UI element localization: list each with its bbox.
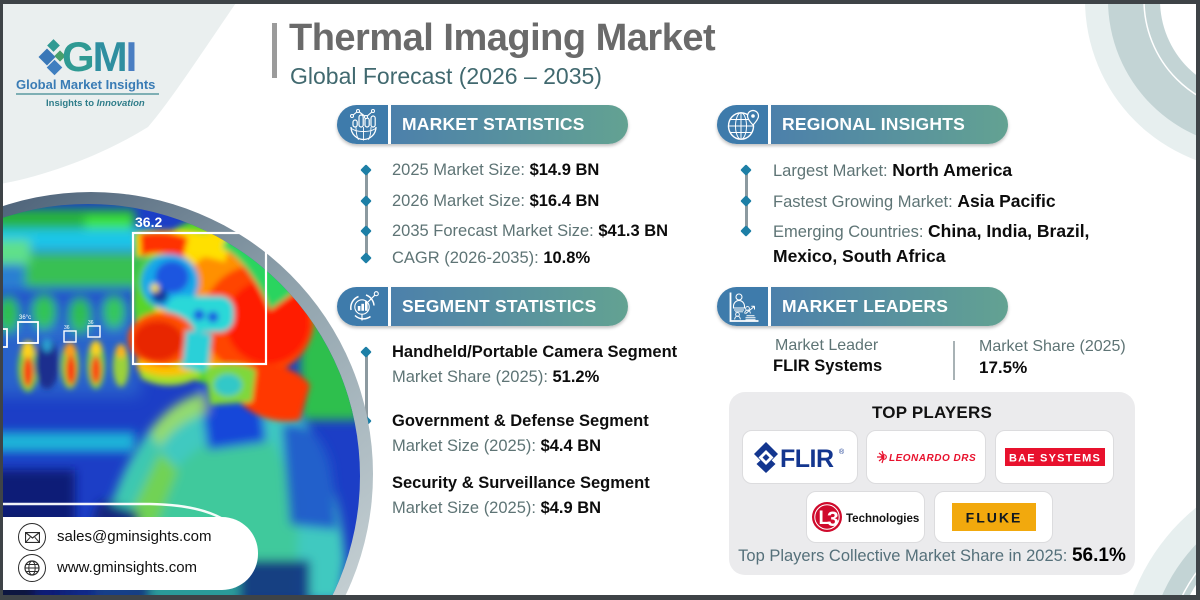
svg-text:L: L — [818, 508, 830, 529]
svg-text:BAE SYSTEMS: BAE SYSTEMS — [1008, 453, 1100, 465]
svg-text:GMI: GMI — [62, 33, 135, 80]
svg-text:36°c: 36°c — [19, 315, 31, 321]
svg-text:36: 36 — [64, 325, 70, 331]
svg-text:FLIR: FLIR — [780, 445, 834, 473]
svg-text:36: 36 — [88, 320, 94, 326]
svg-text:LEONARDO DRS: LEONARDO DRS — [889, 453, 976, 464]
svg-text:Technologies: Technologies — [846, 513, 919, 525]
svg-text:Insights to Innovation: Insights to Innovation — [46, 98, 145, 109]
svg-text:®: ® — [839, 448, 845, 456]
svg-text:FLUKE: FLUKE — [965, 510, 1022, 526]
svg-text:3: 3 — [827, 508, 839, 531]
svg-text:Global Market Insights: Global Market Insights — [16, 77, 155, 92]
svg-text:36.2: 36.2 — [135, 214, 162, 230]
